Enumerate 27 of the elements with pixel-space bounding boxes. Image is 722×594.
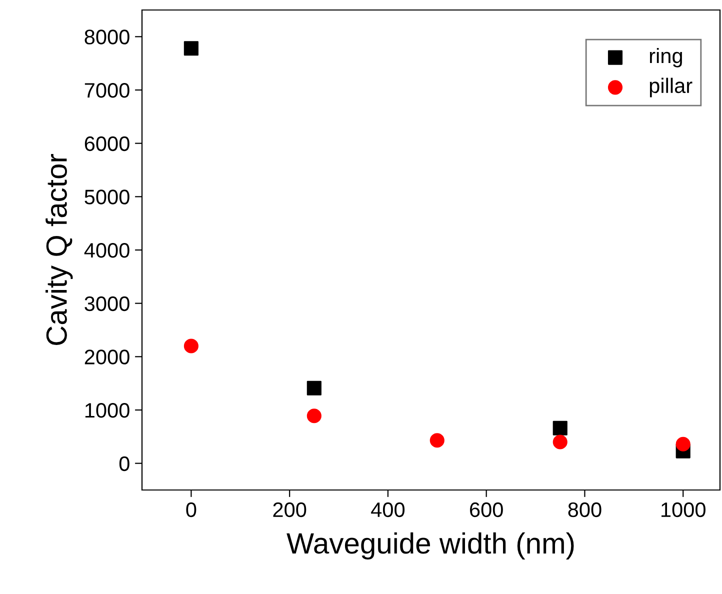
point <box>306 408 322 424</box>
point <box>184 338 198 354</box>
y-tick-label: 4000 <box>84 243 130 258</box>
point <box>552 434 568 450</box>
point <box>430 433 444 448</box>
point <box>306 380 322 396</box>
x-tick-label: 800 <box>568 502 602 518</box>
y-tick-label: 8000 <box>84 30 130 44</box>
x-tick-label: 200 <box>273 502 306 518</box>
x-tick-label: 600 <box>470 502 503 518</box>
x-tick-label: 1000 <box>662 502 706 518</box>
x-tick-label: 0 <box>186 502 196 518</box>
legend-label: ring <box>650 48 682 68</box>
y-axis-title: Cavity Q factor <box>46 154 73 345</box>
x-axis-title: Waveguide width (nm) <box>286 532 574 560</box>
x-tick-label: 400 <box>371 502 405 518</box>
y-tick-label: 6000 <box>84 136 130 152</box>
y-tick-label: 5000 <box>84 190 130 204</box>
point <box>552 420 568 436</box>
point <box>676 436 690 452</box>
y-tick-label: 0 <box>119 456 130 472</box>
y-tick-label: 3000 <box>84 296 130 312</box>
y-tick-label: 7000 <box>84 83 130 98</box>
legend-label: pillar <box>650 78 692 98</box>
y-tick-label: 2000 <box>84 350 130 364</box>
point <box>184 41 198 56</box>
y-tick-label: 1000 <box>85 403 130 418</box>
